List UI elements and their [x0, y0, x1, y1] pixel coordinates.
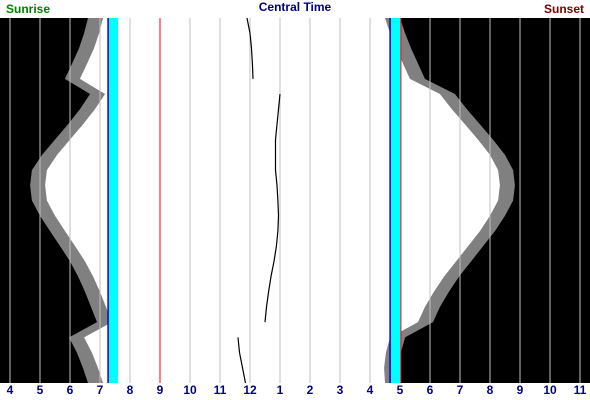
x-tick-label: 11 — [574, 383, 587, 397]
x-tick-label: 2 — [307, 383, 314, 397]
solar-noon-line — [237, 337, 247, 384]
sunrise-label: Sunrise — [6, 2, 50, 16]
x-tick-label: 4 — [7, 383, 14, 397]
x-tick-label: 3 — [337, 383, 344, 397]
chart-title: Central Time — [259, 0, 332, 14]
x-tick-label: 8 — [127, 383, 134, 397]
time-band — [108, 18, 118, 383]
x-tick-label: 6 — [427, 383, 434, 397]
x-tick-label: 6 — [67, 383, 74, 397]
x-tick-label: 10 — [543, 383, 557, 397]
x-tick-label: 10 — [183, 383, 197, 397]
sunset-label: Sunset — [544, 2, 584, 16]
x-tick-label: 4 — [367, 383, 374, 397]
time-band — [390, 18, 401, 383]
x-tick-label: 12 — [243, 383, 257, 397]
x-tick-label: 9 — [517, 383, 524, 397]
solar-noon-line — [264, 93, 281, 323]
x-tick-label: 5 — [37, 383, 44, 397]
x-tick-label: 7 — [457, 383, 464, 397]
daylight — [45, 18, 500, 383]
solar-noon-line — [246, 17, 254, 79]
x-tick-label: 9 — [157, 383, 164, 397]
x-tick-label: 8 — [487, 383, 494, 397]
x-tick-label: 5 — [397, 383, 404, 397]
x-tick-label: 11 — [214, 383, 227, 397]
x-tick-label: 7 — [97, 383, 104, 397]
x-tick-label: 1 — [277, 383, 284, 397]
